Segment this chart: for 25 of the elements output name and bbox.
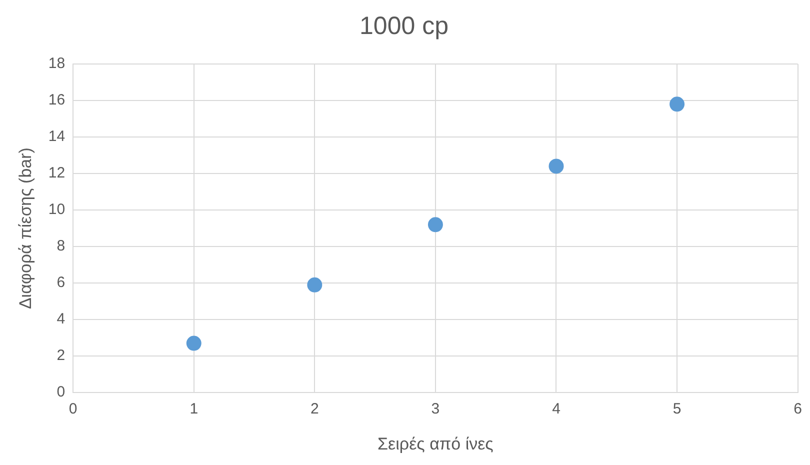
point xyxy=(186,336,202,351)
x-tick-label: 4 xyxy=(552,400,560,418)
y-tick-label: 10 xyxy=(48,201,66,218)
x-tick-label: 2 xyxy=(310,400,319,418)
y-tick-label: 14 xyxy=(48,128,66,146)
y-tick-label: 8 xyxy=(56,238,66,255)
y-tick-label: 16 xyxy=(48,92,66,109)
y-axis-title: Διαφορά πίεσης (bar) xyxy=(16,148,35,310)
x-axis-title: Σειρές από ίνες xyxy=(378,434,494,454)
x-tick-label: 6 xyxy=(794,400,802,418)
x-tick-label: 3 xyxy=(431,400,440,418)
y-tick-label: 6 xyxy=(56,274,66,292)
x-tick-label: 0 xyxy=(68,400,78,418)
point xyxy=(428,217,443,232)
y-tick-label: 0 xyxy=(56,384,66,401)
point xyxy=(670,96,685,112)
x-tick-label: 1 xyxy=(190,400,198,418)
y-tick-label: 18 xyxy=(48,55,66,72)
y-tick-label: 4 xyxy=(56,310,66,328)
point xyxy=(307,277,322,292)
point xyxy=(548,158,564,174)
y-tick-label: 12 xyxy=(48,164,66,182)
y-tick-label: 2 xyxy=(56,347,66,364)
chart-title: 1000 cp xyxy=(360,12,448,40)
x-tick-label: 5 xyxy=(672,400,682,418)
